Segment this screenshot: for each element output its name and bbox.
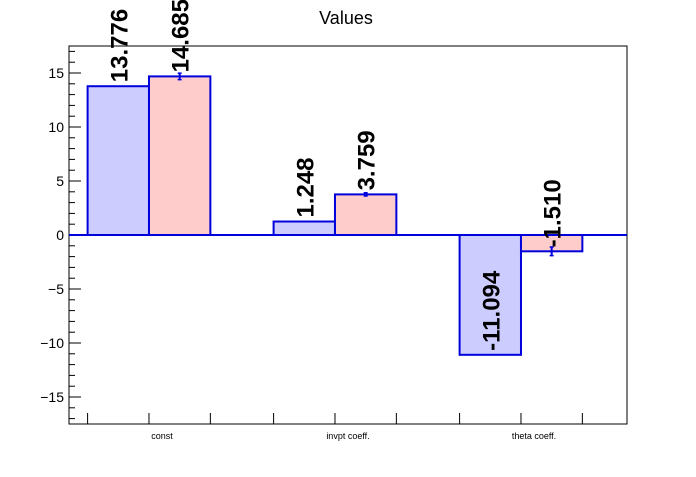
bar [458,234,522,356]
bar-value-label: 14.685 [168,0,195,72]
x-category-label: invpt coeff. [326,431,369,441]
y-tick-label: 10 [48,119,64,135]
bar-value-label: -1.510 [540,179,567,247]
bars [69,72,627,356]
data-labels: 13.776 1.248 -11.094 14.685 3.759 -1.510 [106,0,566,351]
y-tick-label: −15 [40,389,64,405]
y-tick-label: 15 [48,65,64,81]
bar [333,193,398,236]
x-axis: const invpt coeff. theta coeff. [87,413,583,441]
y-tick-label: −5 [48,281,64,297]
y-axis: −15 −10 −5 0 5 10 15 [40,50,81,420]
chart-title: Values [319,8,373,28]
y-tick-label: −10 [40,335,64,351]
y-tick-label: 0 [56,227,64,243]
y-tick-label: 5 [56,173,64,189]
bar [147,75,212,237]
x-category-label: const [151,431,173,441]
bar [272,220,336,237]
x-category-label: theta coeff. [512,431,556,441]
bar-value-label: -11.094 [478,270,505,351]
bar-value-label: 13.776 [106,9,133,82]
bar [86,85,150,237]
bar-value-label: 1.248 [292,157,319,217]
bar-value-label: 3.759 [354,130,381,190]
